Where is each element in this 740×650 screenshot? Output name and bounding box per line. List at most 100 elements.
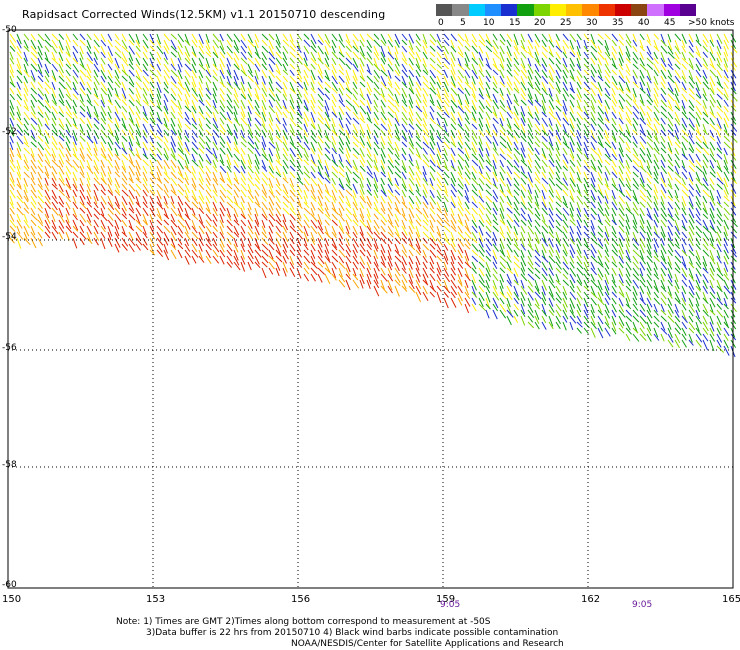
wind-barb xyxy=(226,129,233,136)
wind-barb xyxy=(135,69,141,80)
wind-barb xyxy=(79,123,84,132)
wind-barb xyxy=(702,141,709,150)
wind-barb xyxy=(44,231,51,239)
wind-barb xyxy=(590,273,595,282)
wind-barb xyxy=(716,273,724,281)
wind-barb xyxy=(408,171,415,181)
wind-barb xyxy=(653,45,660,52)
wind-barb xyxy=(534,183,541,193)
wind-barb xyxy=(695,231,702,239)
wind-barb xyxy=(492,231,498,241)
wind-barb xyxy=(688,279,695,290)
wind-barb xyxy=(177,45,184,55)
wind-barb xyxy=(30,219,37,227)
wind-barb xyxy=(387,237,393,245)
wind-barb xyxy=(289,87,297,94)
wind-barb xyxy=(191,201,199,209)
wind-barb xyxy=(380,165,386,175)
wind-barb xyxy=(422,45,428,55)
wind-barb xyxy=(205,45,212,55)
wind-barb xyxy=(541,207,549,216)
wind-barb xyxy=(352,111,360,120)
wind-barb xyxy=(639,183,647,192)
wind-barb xyxy=(618,279,624,287)
wind-barb xyxy=(443,147,448,156)
wind-barb xyxy=(156,165,162,177)
wind-barb xyxy=(380,45,386,58)
wind-barb xyxy=(65,63,72,70)
wind-barb xyxy=(51,99,57,107)
wind-barb xyxy=(506,63,512,72)
wind-barb xyxy=(534,105,539,114)
wind-barb xyxy=(716,117,722,129)
wind-barb xyxy=(681,45,687,53)
wind-barb xyxy=(352,105,358,115)
wind-barb xyxy=(254,75,259,85)
wind-barb xyxy=(128,213,136,221)
wind-barb xyxy=(646,33,651,43)
wind-barb xyxy=(646,201,653,210)
wind-barb xyxy=(289,33,294,43)
wind-barb xyxy=(317,51,322,61)
wind-barb xyxy=(72,39,79,47)
wind-barb xyxy=(716,87,724,95)
wind-barb xyxy=(660,213,668,222)
wind-barb xyxy=(520,201,527,210)
wind-barb xyxy=(156,117,163,125)
wind-barb xyxy=(695,75,702,85)
wind-barb xyxy=(100,123,106,131)
wind-barb xyxy=(184,141,190,152)
wind-barb xyxy=(394,159,400,166)
wind-barb xyxy=(660,33,666,45)
wind-barb xyxy=(527,201,533,209)
wind-barb xyxy=(135,87,141,99)
wind-barb xyxy=(534,147,540,155)
wind-barb xyxy=(548,57,555,65)
wind-barb xyxy=(653,87,659,97)
wind-barb xyxy=(317,243,323,253)
wind-barb xyxy=(128,231,134,241)
wind-barb xyxy=(373,273,379,284)
wind-barb xyxy=(674,339,680,349)
wind-barb xyxy=(317,33,325,43)
wind-barb xyxy=(135,213,141,225)
wind-barb xyxy=(331,183,338,193)
wind-barb xyxy=(310,57,318,66)
wind-barb xyxy=(338,57,346,66)
wind-barb xyxy=(450,255,455,265)
wind-barb xyxy=(653,171,659,180)
wind-barb xyxy=(716,51,723,63)
wind-barb xyxy=(681,273,687,281)
wind-barb xyxy=(121,135,128,142)
wind-barb xyxy=(79,111,86,118)
wind-barb xyxy=(198,177,204,186)
wind-barb xyxy=(422,273,428,285)
wind-barb xyxy=(163,51,168,60)
wind-barb xyxy=(205,39,211,50)
wind-barb xyxy=(114,57,120,69)
wind-barb xyxy=(44,153,51,164)
wind-barb xyxy=(121,117,127,129)
wind-barb xyxy=(324,99,330,111)
wind-barb xyxy=(79,147,85,159)
wind-barb xyxy=(219,255,225,265)
wind-barb xyxy=(695,279,701,291)
wind-barb xyxy=(709,105,714,115)
wind-barb xyxy=(590,63,597,74)
wind-barb xyxy=(709,291,716,300)
wind-barb xyxy=(107,159,114,168)
wind-barb xyxy=(170,183,176,194)
wind-barb xyxy=(366,273,372,285)
wind-barb xyxy=(408,237,413,247)
wind-barb xyxy=(23,111,31,121)
wind-barb xyxy=(128,81,135,88)
scale-label: 30 xyxy=(586,18,598,28)
wind-barb xyxy=(23,171,30,179)
wind-barb xyxy=(534,153,541,161)
wind-barb xyxy=(660,255,667,265)
wind-barb xyxy=(373,99,378,108)
wind-barb xyxy=(58,105,64,114)
wind-barb xyxy=(723,225,728,236)
wind-barb xyxy=(583,297,589,307)
wind-barb xyxy=(58,201,64,208)
